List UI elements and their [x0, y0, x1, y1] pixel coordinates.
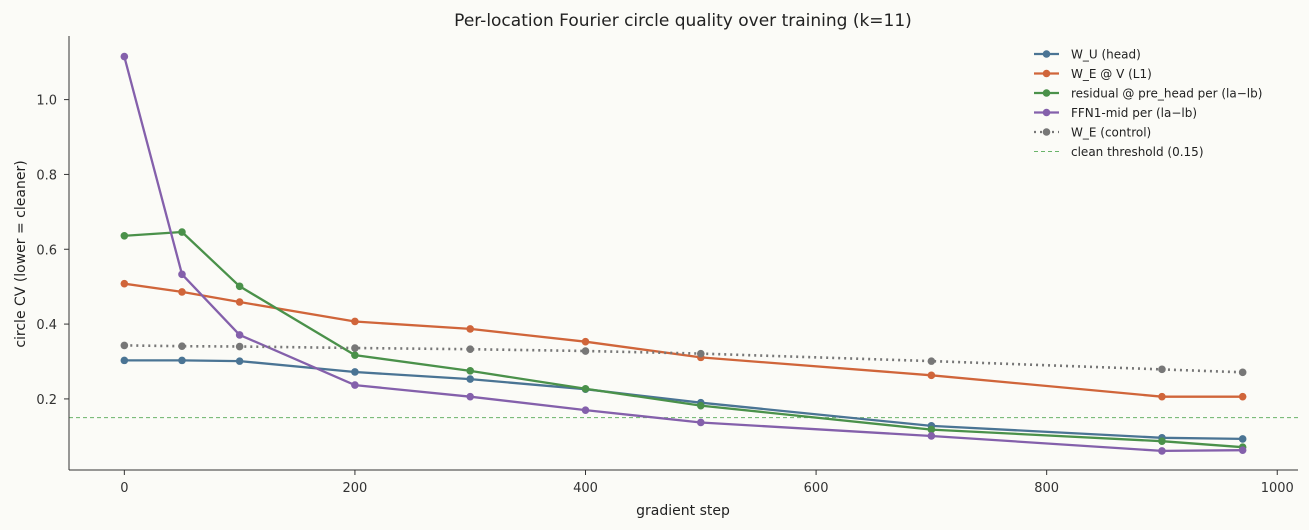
data-point [120, 341, 129, 350]
data-point [927, 432, 936, 440]
data-point [466, 325, 475, 333]
data-point [178, 356, 186, 365]
y-tick-label: 0.2 [36, 393, 57, 408]
legend-marker [1042, 108, 1051, 117]
y-axis-label: circle CV (lower = cleaner) [13, 160, 29, 347]
legend-marker [1042, 69, 1051, 78]
data-point [581, 347, 590, 355]
data-point [120, 52, 129, 61]
x-tick-label: 600 [804, 481, 829, 496]
legend-label: W_E (control) [1071, 126, 1151, 140]
series-line-3 [123, 56, 1243, 453]
data-point [235, 331, 244, 339]
legend-label: clean threshold (0.15) [1071, 145, 1204, 159]
data-point [351, 381, 359, 389]
legend-marker [1042, 128, 1051, 136]
data-point [235, 282, 244, 291]
data-point [696, 349, 705, 358]
legend-marker [1042, 50, 1051, 58]
data-point [1238, 392, 1247, 401]
data-point [120, 279, 129, 288]
data-point [581, 385, 590, 393]
data-point [1238, 368, 1247, 377]
y-tick-label: 0.4 [36, 318, 57, 333]
x-tick-label: 400 [573, 481, 598, 496]
data-point [1158, 437, 1166, 445]
chart-title: Per-location Fourier circle quality over… [454, 11, 912, 31]
series-line-2 [124, 230, 1243, 449]
data-point [466, 375, 475, 383]
x-tick-label: 800 [1034, 481, 1059, 496]
y-tick-label: 0.8 [36, 168, 57, 183]
legend-label: W_E @ V (L1) [1071, 67, 1152, 81]
legend-label: residual @ pre_head per (la−lb) [1071, 87, 1262, 101]
y-tick-label: 0.6 [36, 243, 57, 258]
data-point [120, 231, 129, 240]
x-axis-label: gradient step [636, 503, 730, 519]
series-line-0 [124, 359, 1243, 441]
data-point [696, 401, 705, 410]
data-point [178, 288, 186, 296]
series-line-1 [124, 282, 1243, 398]
data-point [351, 351, 359, 359]
data-point [235, 298, 244, 306]
data-point [927, 371, 936, 380]
data-point [178, 342, 186, 350]
data-point [178, 270, 186, 279]
data-point [466, 392, 475, 401]
axes: 0 200 400 600 800 1000 0.2 0.4 0.6 0.8 1.0 [36, 36, 1298, 496]
data-point [466, 367, 475, 375]
plot-area [69, 52, 1298, 455]
data-point [466, 345, 475, 353]
data-point [927, 425, 936, 434]
data-point [581, 337, 590, 346]
data-point [1238, 446, 1247, 454]
data-point [1238, 435, 1247, 443]
data-point [1158, 392, 1166, 401]
series-line-4 [124, 344, 1243, 374]
data-point [351, 344, 359, 352]
data-point [696, 418, 705, 427]
data-point [1158, 447, 1166, 455]
data-point [581, 406, 590, 414]
x-tick-label: 0 [120, 481, 128, 496]
legend-marker [1042, 89, 1051, 97]
data-point [120, 356, 129, 365]
data-point [235, 357, 244, 365]
y-tick-label: 1.0 [36, 94, 57, 109]
data-point [235, 342, 244, 351]
x-tick-label: 200 [343, 481, 368, 496]
data-point [351, 368, 359, 376]
data-point [351, 317, 359, 326]
data-point [927, 357, 936, 365]
legend: W_U (head) W_E @ V (L1) residual @ pre_hea… [1034, 48, 1262, 159]
x-tick-label: 1000 [1261, 481, 1294, 496]
legend-label: W_U (head) [1071, 48, 1141, 62]
legend-label: FFN1-mid per (la−lb) [1071, 106, 1197, 120]
data-point [178, 228, 186, 236]
data-point [1158, 365, 1166, 374]
